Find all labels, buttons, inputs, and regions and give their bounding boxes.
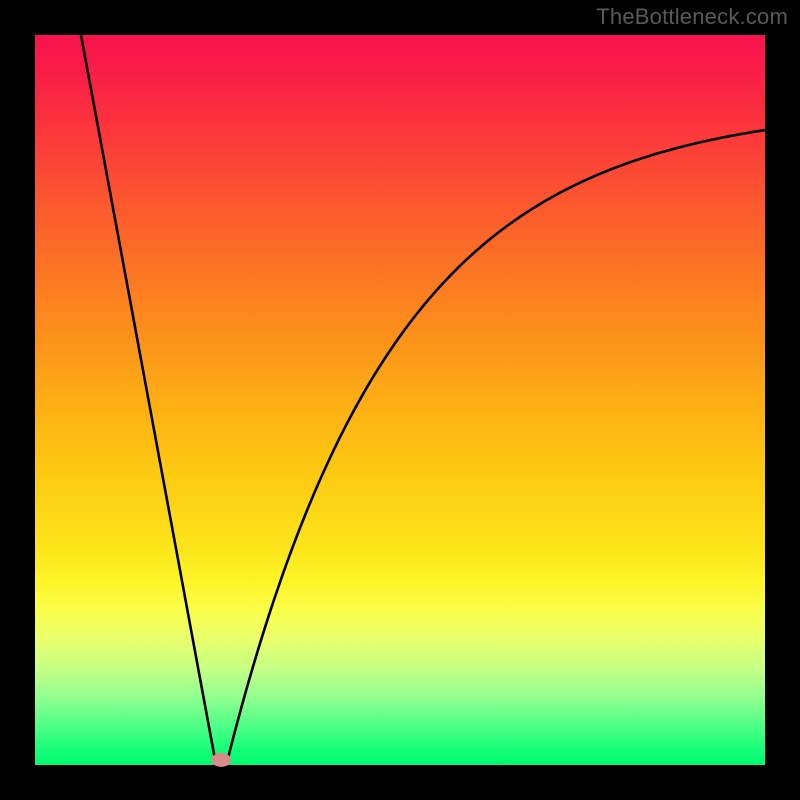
plot-gradient xyxy=(35,35,765,765)
bottleneck-chart xyxy=(0,0,800,800)
bottleneck-marker xyxy=(211,753,231,767)
attribution-text: TheBottleneck.com xyxy=(596,4,788,30)
chart-container: TheBottleneck.com xyxy=(0,0,800,800)
